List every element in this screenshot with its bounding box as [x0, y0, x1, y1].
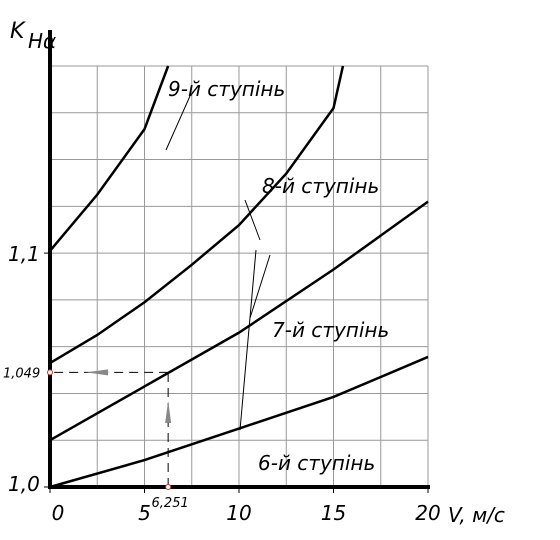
y-axis-label: K	[10, 19, 26, 44]
x-axis-label: V, м/с	[448, 503, 505, 527]
y-tick-label: 1,1	[8, 242, 40, 266]
leader-line	[239, 249, 257, 431]
curve-label: 8-й ступінь	[262, 174, 379, 198]
curve-label: 7-й ступінь	[272, 318, 389, 342]
arrow	[86, 369, 108, 376]
point-marker	[165, 484, 172, 490]
curve	[49, 355, 429, 489]
x-tick-label: 15	[321, 501, 346, 525]
curve-label: 6-й ступінь	[258, 451, 375, 475]
marker-y-label: 1,049	[3, 366, 40, 381]
curve-label: 9-й ступінь	[168, 77, 285, 101]
x-tick-label: 0	[52, 501, 65, 525]
arrow	[165, 401, 172, 423]
y-tick-label: 1,0	[8, 472, 40, 496]
curve	[49, 200, 429, 442]
point-marker	[47, 369, 53, 376]
x-tick-label: 20	[415, 501, 440, 525]
x-tick-label: 5	[138, 501, 151, 525]
curve	[49, 65, 170, 252]
leader-line	[249, 254, 271, 319]
leader-line	[165, 95, 191, 151]
leader-line	[244, 199, 261, 241]
x-tick-label: 10	[226, 501, 251, 525]
marker-x-label: 6,251	[152, 496, 189, 511]
curve	[49, 65, 345, 365]
